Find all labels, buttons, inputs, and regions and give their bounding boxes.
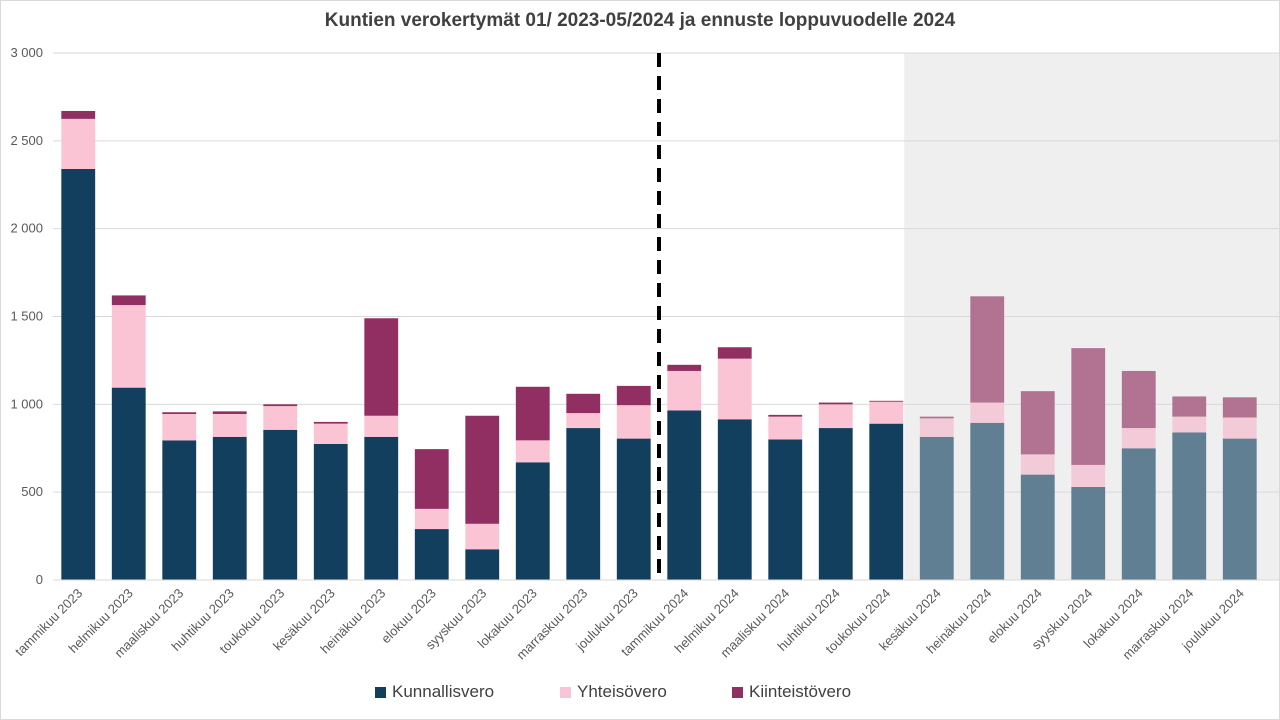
y-tick-label: 2 500 [10,133,43,148]
bar-segment-kiinteistovero [970,296,1005,403]
bar-segment-yhteisovero [364,415,399,437]
bar-segment-kiinteistovero [768,414,803,417]
bar-segment-kunnallisvero [61,168,96,580]
y-tick-label: 0 [36,572,43,587]
bar-segment-yhteisovero [818,404,853,429]
bar-segment-kunnallisvero [162,440,197,580]
legend-item-kiinteistovero: Kiinteistövero [732,682,851,702]
bar-segment-yhteisovero [1121,428,1156,449]
bar-segment-kiinteistovero [313,421,348,424]
bar-segment-kiinteistovero [111,295,146,306]
bar-segment-yhteisovero [1222,417,1257,439]
bar-segment-kunnallisvero [1071,486,1106,580]
bar-segment-kunnallisvero [667,410,702,580]
bar-segment-yhteisovero [61,118,96,169]
y-tick-label: 2 000 [10,221,43,236]
bar-segment-yhteisovero [111,305,146,388]
bar-segment-yhteisovero [1172,416,1207,433]
y-tick-label: 1 500 [10,309,43,324]
bar-segment-yhteisovero [1071,464,1106,487]
bar-segment-yhteisovero [212,413,247,437]
y-tick-label: 500 [21,484,43,499]
bar-segment-kiinteistovero [818,402,853,405]
bar-segment-kunnallisvero [515,462,550,580]
bar-segment-kiinteistovero [1121,370,1156,429]
bar-segment-kunnallisvero [414,529,449,580]
bar-segment-kunnallisvero [313,443,348,580]
bar-segment-kiinteistovero [364,318,399,416]
bar-segment-yhteisovero [717,358,752,420]
bar-segment-yhteisovero [1020,454,1055,475]
bar-segment-kiinteistovero [465,415,500,524]
bar-segment-kunnallisvero [970,422,1005,580]
bar-segment-yhteisovero [970,402,1005,423]
bar-segment-yhteisovero [667,370,702,411]
bar-segment-kiinteistovero [212,411,247,414]
bar-segment-yhteisovero [616,405,651,439]
bar-segment-kunnallisvero [919,436,954,580]
bar-segment-kiinteistovero [717,347,752,359]
bar-segment-yhteisovero [869,401,904,424]
chart-title: Kuntien verokertymät 01/ 2023-05/2024 ja… [324,10,956,31]
legend-label-yhteisovero: Yhteisövero [577,682,667,701]
bar-segment-kunnallisvero [1222,438,1257,580]
bar-segment-kunnallisvero [263,429,298,580]
legend-label-kiinteistovero: Kiinteistövero [749,682,852,701]
bar-segment-kiinteistovero [919,416,954,419]
legend: Kunnallisvero Yhteisövero Kiinteistövero [0,682,1280,706]
legend-swatch-yhteisovero [560,686,571,698]
bar-segment-kiinteistovero [263,404,298,407]
bar-segment-yhteisovero [414,508,449,530]
bar-segment-kunnallisvero [111,387,146,580]
legend-swatch-kunnallisvero [375,686,386,698]
bar-segment-yhteisovero [919,418,954,437]
bar-segment-yhteisovero [313,423,348,444]
bar-segment-kunnallisvero [869,423,904,580]
bar-segment-kunnallisvero [566,428,601,580]
bar-segment-kiinteistovero [1071,348,1106,465]
bar-segment-kunnallisvero [364,436,399,580]
bar-segment-kunnallisvero [212,436,247,580]
bar-segment-yhteisovero [566,413,601,429]
bar-segment-kunnallisvero [1020,474,1055,580]
legend-label-kunnallisvero: Kunnallisvero [392,682,495,701]
bar-segment-yhteisovero [465,523,500,550]
y-tick-label: 1 000 [10,396,43,411]
bar-segment-kunnallisvero [818,428,853,580]
legend-item-yhteisovero: Yhteisövero [560,682,667,702]
bar-segment-kunnallisvero [717,419,752,580]
bar-segment-yhteisovero [263,406,298,430]
legend-item-kunnallisvero: Kunnallisvero [375,682,494,702]
bar-segment-kiinteistovero [61,110,96,119]
bar-segment-kiinteistovero [414,449,449,509]
y-tick-label: 3 000 [10,45,43,60]
bar-segment-kiinteistovero [1020,391,1055,455]
bar-segment-yhteisovero [162,413,197,441]
bar-segment-kiinteistovero [515,386,550,441]
bar-segment-yhteisovero [515,440,550,463]
bar-segment-kiinteistovero [1222,397,1257,418]
bar-segment-kiinteistovero [1172,396,1207,417]
bar-segment-kiinteistovero [667,364,702,371]
bar-segment-kunnallisvero [1172,432,1207,580]
bar-segment-kiinteistovero [162,412,197,414]
legend-swatch-kiinteistovero [732,686,743,698]
bar-segment-kunnallisvero [465,549,500,580]
bar-segment-kunnallisvero [616,438,651,580]
bar-segment-kiinteistovero [869,400,904,402]
bar-segment-kunnallisvero [768,439,803,580]
bar-segment-kiinteistovero [616,385,651,406]
bar-segment-kunnallisvero [1121,448,1156,580]
bar-segment-kiinteistovero [566,393,601,414]
bar-segment-yhteisovero [768,416,803,440]
